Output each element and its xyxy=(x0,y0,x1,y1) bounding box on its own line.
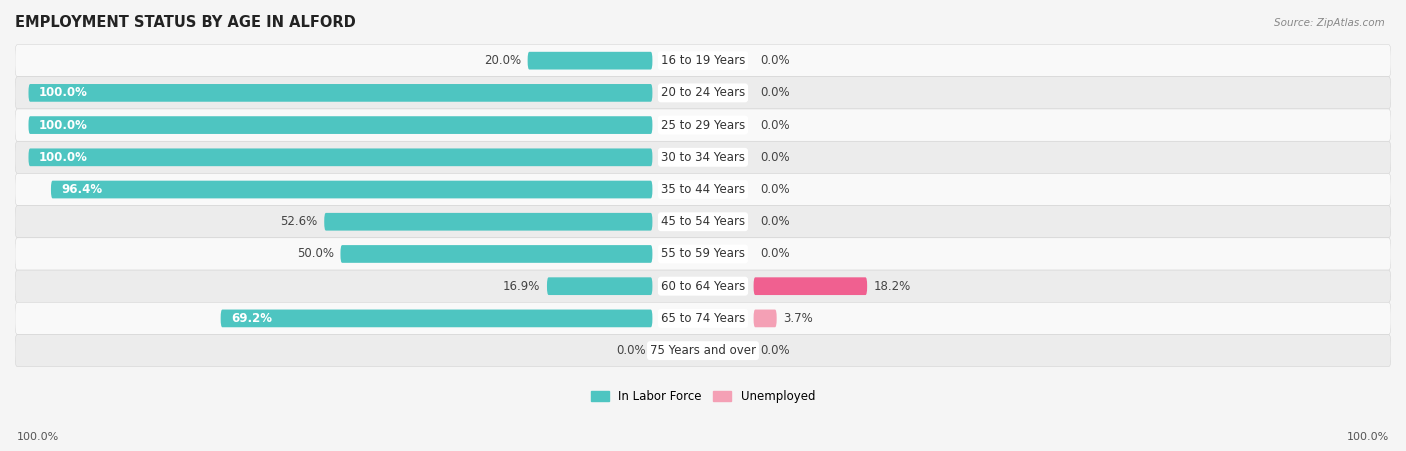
Text: EMPLOYMENT STATUS BY AGE IN ALFORD: EMPLOYMENT STATUS BY AGE IN ALFORD xyxy=(15,15,356,30)
FancyBboxPatch shape xyxy=(754,277,868,295)
Text: 52.6%: 52.6% xyxy=(280,215,318,228)
Text: 100.0%: 100.0% xyxy=(38,87,87,99)
Text: 20.0%: 20.0% xyxy=(484,54,520,67)
FancyBboxPatch shape xyxy=(325,213,652,230)
Text: 16.9%: 16.9% xyxy=(503,280,540,293)
FancyBboxPatch shape xyxy=(15,174,1391,206)
Text: 25 to 29 Years: 25 to 29 Years xyxy=(661,119,745,132)
Text: 16 to 19 Years: 16 to 19 Years xyxy=(661,54,745,67)
Text: 96.4%: 96.4% xyxy=(60,183,103,196)
Text: 100.0%: 100.0% xyxy=(1347,432,1389,442)
Text: 75 Years and over: 75 Years and over xyxy=(650,344,756,357)
FancyBboxPatch shape xyxy=(28,148,652,166)
Legend: In Labor Force, Unemployed: In Labor Force, Unemployed xyxy=(586,385,820,407)
Text: 0.0%: 0.0% xyxy=(761,248,790,261)
FancyBboxPatch shape xyxy=(15,335,1391,367)
FancyBboxPatch shape xyxy=(15,206,1391,238)
FancyBboxPatch shape xyxy=(15,270,1391,302)
Text: Source: ZipAtlas.com: Source: ZipAtlas.com xyxy=(1274,18,1385,28)
FancyBboxPatch shape xyxy=(28,84,652,102)
Text: 0.0%: 0.0% xyxy=(761,151,790,164)
FancyBboxPatch shape xyxy=(15,45,1391,77)
Text: 30 to 34 Years: 30 to 34 Years xyxy=(661,151,745,164)
FancyBboxPatch shape xyxy=(754,309,776,327)
Text: 100.0%: 100.0% xyxy=(17,432,59,442)
Text: 69.2%: 69.2% xyxy=(231,312,271,325)
Text: 50.0%: 50.0% xyxy=(297,248,333,261)
Text: 35 to 44 Years: 35 to 44 Years xyxy=(661,183,745,196)
Text: 0.0%: 0.0% xyxy=(761,344,790,357)
Text: 0.0%: 0.0% xyxy=(761,87,790,99)
FancyBboxPatch shape xyxy=(15,141,1391,174)
Text: 0.0%: 0.0% xyxy=(761,183,790,196)
Text: 0.0%: 0.0% xyxy=(761,215,790,228)
Text: 45 to 54 Years: 45 to 54 Years xyxy=(661,215,745,228)
FancyBboxPatch shape xyxy=(527,52,652,69)
FancyBboxPatch shape xyxy=(340,245,652,263)
FancyBboxPatch shape xyxy=(28,116,652,134)
FancyBboxPatch shape xyxy=(15,302,1391,335)
Text: 20 to 24 Years: 20 to 24 Years xyxy=(661,87,745,99)
Text: 100.0%: 100.0% xyxy=(38,151,87,164)
Text: 0.0%: 0.0% xyxy=(761,54,790,67)
Text: 0.0%: 0.0% xyxy=(616,344,645,357)
FancyBboxPatch shape xyxy=(547,277,652,295)
FancyBboxPatch shape xyxy=(51,181,652,198)
Text: 3.7%: 3.7% xyxy=(783,312,813,325)
FancyBboxPatch shape xyxy=(15,238,1391,270)
Text: 60 to 64 Years: 60 to 64 Years xyxy=(661,280,745,293)
Text: 100.0%: 100.0% xyxy=(38,119,87,132)
FancyBboxPatch shape xyxy=(15,109,1391,141)
Text: 18.2%: 18.2% xyxy=(875,280,911,293)
Text: 0.0%: 0.0% xyxy=(761,119,790,132)
FancyBboxPatch shape xyxy=(15,77,1391,109)
FancyBboxPatch shape xyxy=(221,309,652,327)
Text: 65 to 74 Years: 65 to 74 Years xyxy=(661,312,745,325)
Text: 55 to 59 Years: 55 to 59 Years xyxy=(661,248,745,261)
